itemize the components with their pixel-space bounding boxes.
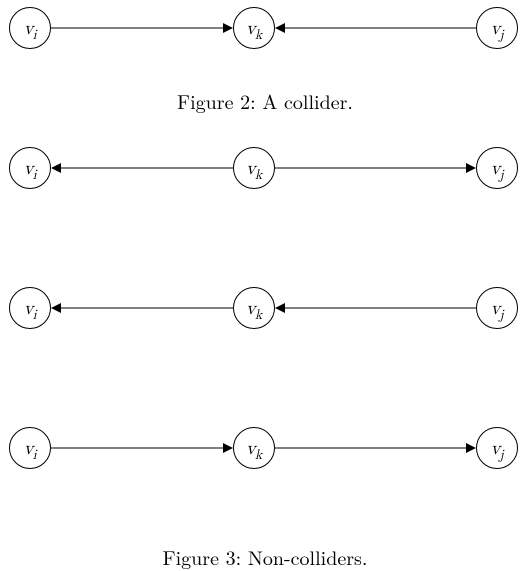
graph-node: vk <box>233 7 275 49</box>
node-label: vj <box>490 17 503 40</box>
edge-arrowhead <box>223 443 233 453</box>
node-subscript: j <box>499 308 503 322</box>
graph-node: vi <box>9 427 51 469</box>
graph-node: vj <box>476 7 518 49</box>
edge-arrowhead <box>51 163 61 173</box>
node-label: vj <box>490 437 503 460</box>
node-label: vk <box>246 297 262 320</box>
node-subscript: k <box>255 28 262 42</box>
node-subscript: j <box>499 168 503 182</box>
node-subscript: j <box>499 448 503 462</box>
graph-node: vk <box>233 147 275 189</box>
graph-node: vi <box>9 7 51 49</box>
graph-node: vi <box>9 287 51 329</box>
figure-caption: Figure 3: Non-colliders. <box>0 542 530 571</box>
node-subscript: i <box>33 448 37 462</box>
node-label: vi <box>24 437 37 460</box>
figure-caption: Figure 2: A collider. <box>0 86 530 115</box>
node-label: vk <box>246 157 262 180</box>
edge-arrowhead <box>466 443 476 453</box>
node-subscript: i <box>33 168 37 182</box>
edges-layer <box>0 0 530 562</box>
edge-arrowhead <box>223 23 233 33</box>
node-label: vi <box>24 297 37 320</box>
node-subscript: k <box>255 448 262 462</box>
node-label: vk <box>246 437 262 460</box>
graph-node: vi <box>9 147 51 189</box>
edge-arrowhead <box>275 303 285 313</box>
node-label: vi <box>24 157 37 180</box>
node-subscript: k <box>255 168 262 182</box>
node-label: vk <box>246 17 262 40</box>
node-subscript: k <box>255 308 262 322</box>
node-subscript: j <box>499 28 503 42</box>
graph-node: vj <box>476 427 518 469</box>
graph-node: vk <box>233 427 275 469</box>
node-label: vj <box>490 157 503 180</box>
node-label: vi <box>24 17 37 40</box>
node-subscript: i <box>33 308 37 322</box>
edge-arrowhead <box>51 303 61 313</box>
node-label: vj <box>490 297 503 320</box>
edge-arrowhead <box>275 23 285 33</box>
figure-container: vi vk vj vi vk vj vi vk vj vi vk vj Figure 2: A coll… <box>0 0 530 562</box>
graph-node: vj <box>476 287 518 329</box>
node-subscript: i <box>33 28 37 42</box>
graph-node: vk <box>233 287 275 329</box>
edge-arrowhead <box>466 163 476 173</box>
graph-node: vj <box>476 147 518 189</box>
